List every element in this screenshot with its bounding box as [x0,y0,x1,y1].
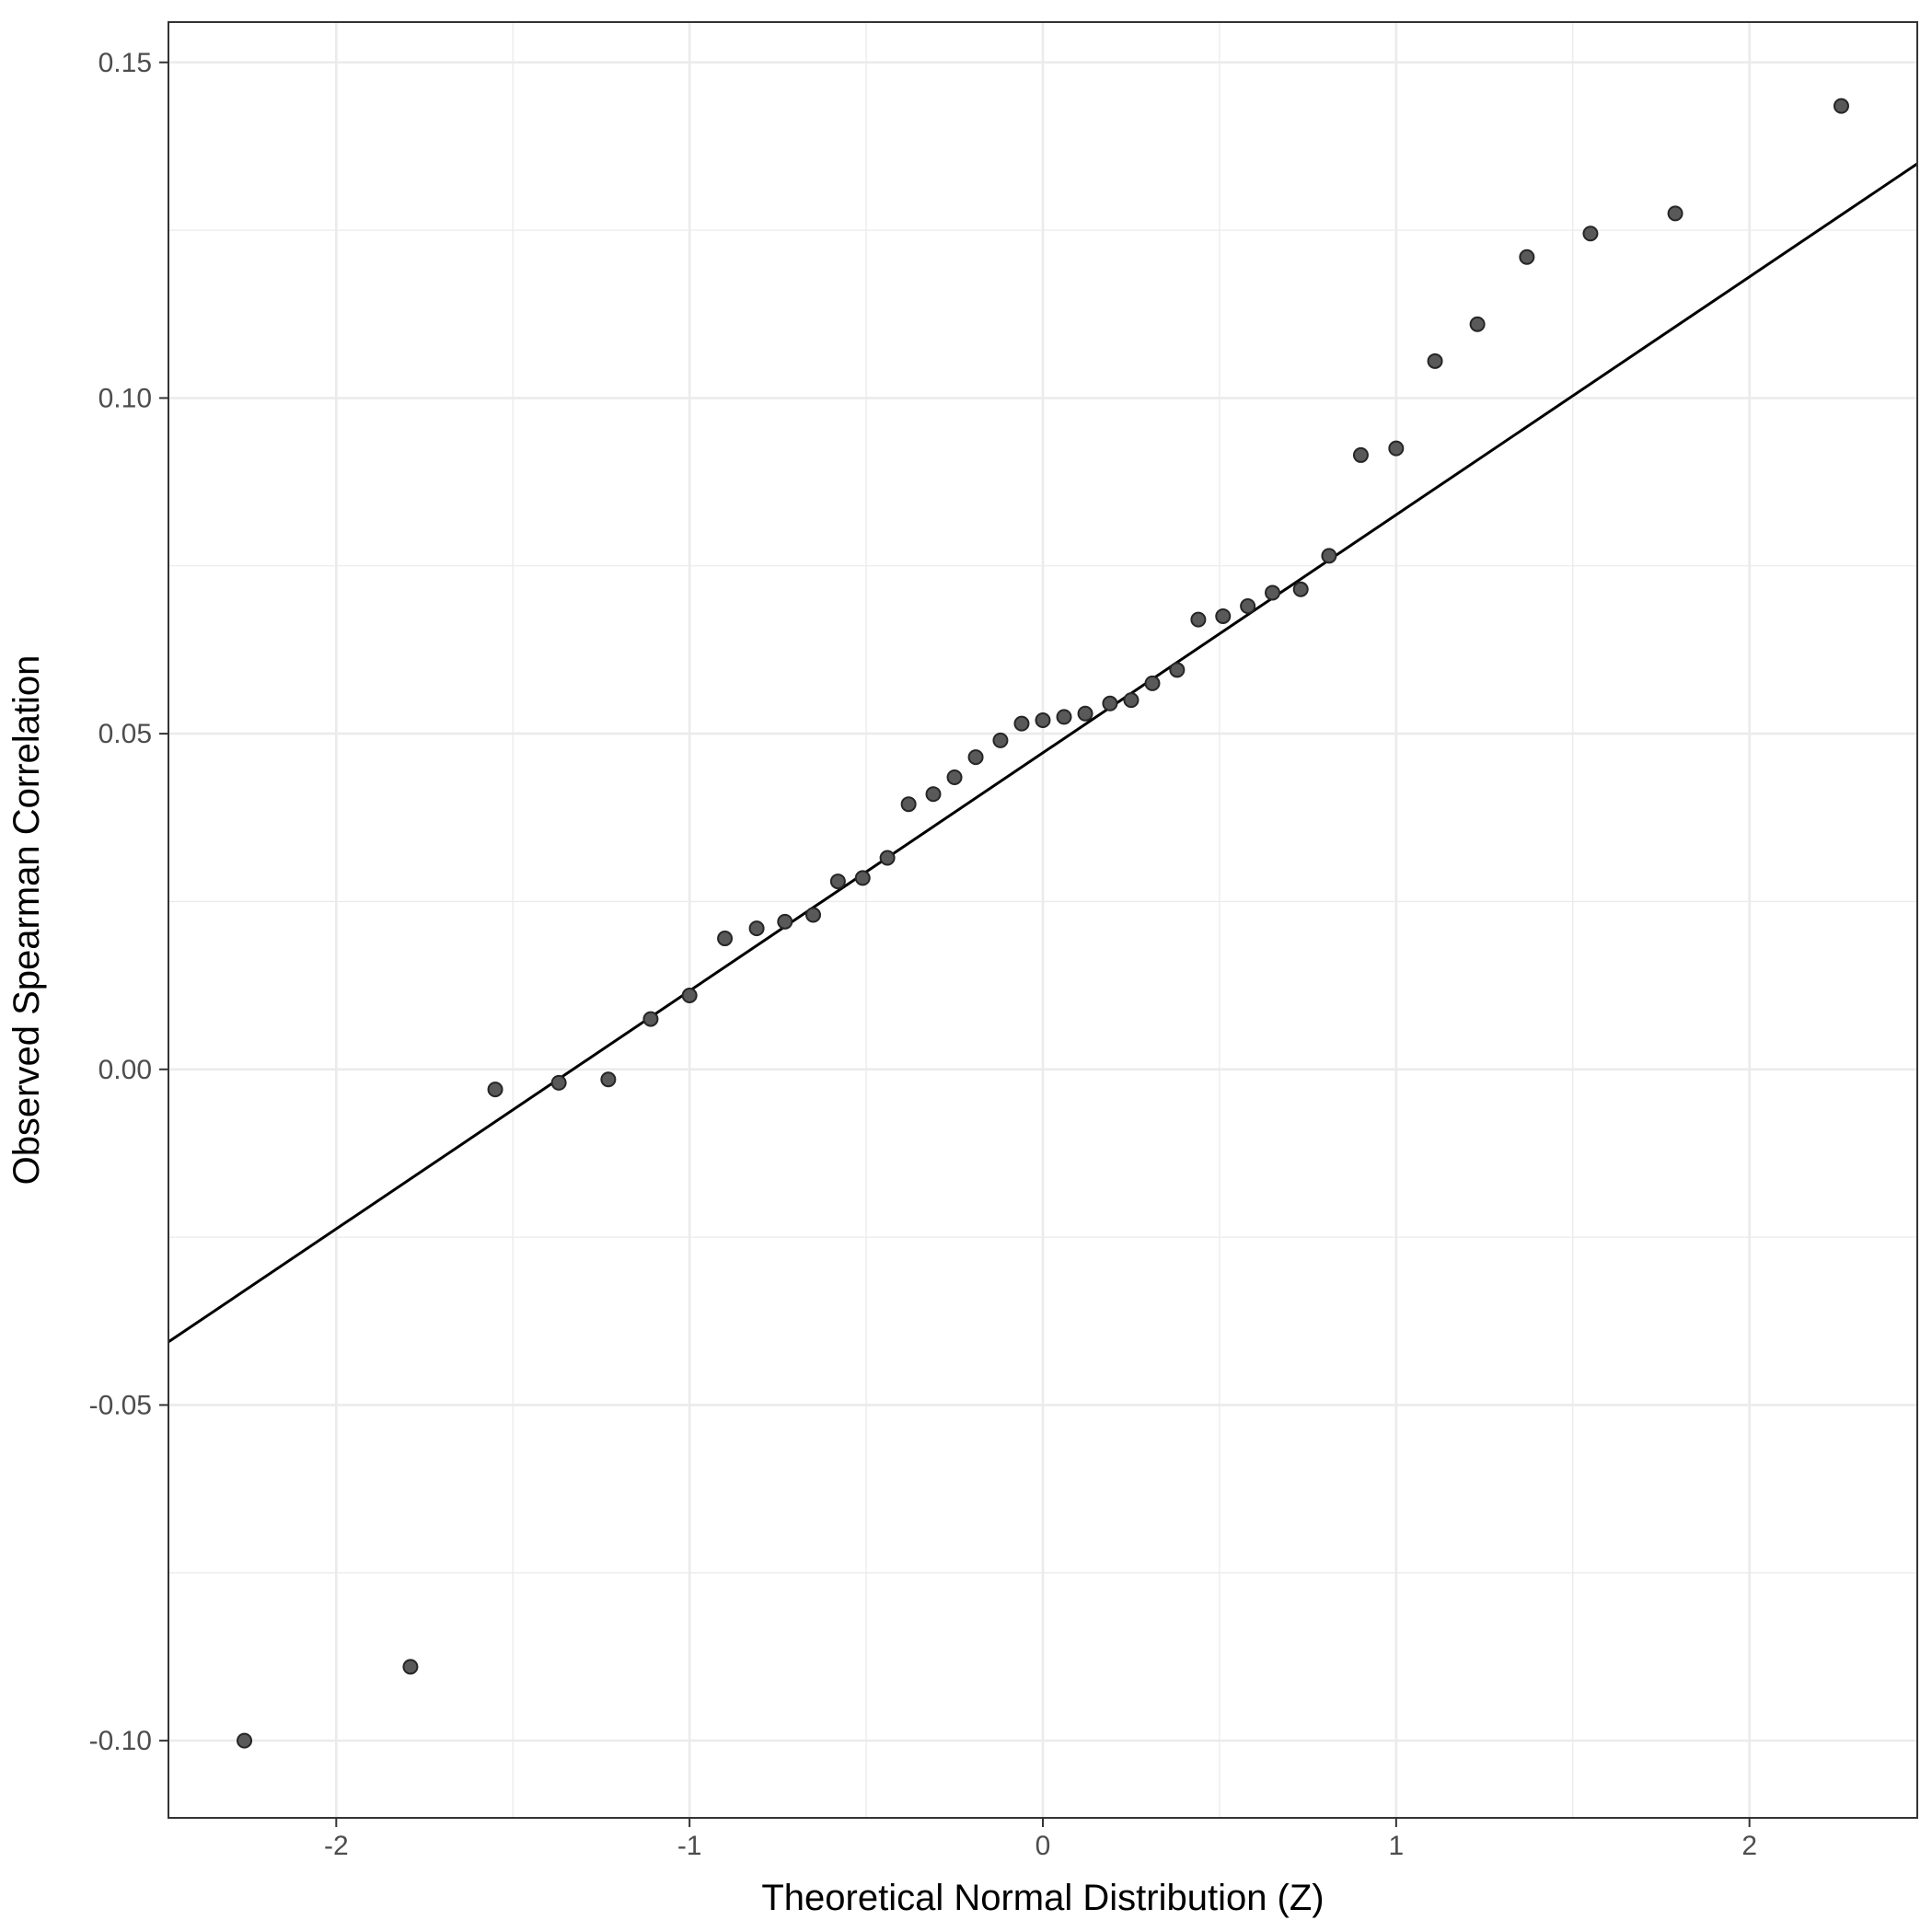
data-point [829,873,846,890]
x-tick-label: 1 [1388,1831,1404,1861]
data-point [1264,584,1280,601]
y-tick-label: 0.10 [98,383,152,413]
data-point [1427,353,1443,369]
y-axis: -0.10 -0.05 0.00 0.05 0.10 0.15 [89,48,168,1756]
data-point [992,732,1009,748]
data-point [900,796,917,813]
y-tick-label: 0.00 [98,1055,152,1085]
data-point [642,1011,659,1027]
data-point [1123,692,1140,709]
x-tick-label: 2 [1741,1831,1757,1861]
x-tick-label: -2 [324,1831,349,1861]
y-tick-label: 0.05 [98,719,152,749]
x-tick-label: 0 [1035,1831,1051,1861]
data-point [748,920,765,937]
data-point [717,931,734,947]
data-point [487,1082,503,1098]
data-point [1667,205,1683,222]
data-point [681,988,698,1004]
data-point [1169,662,1186,678]
data-points [237,98,1849,1749]
data-point [600,1071,617,1088]
data-point [925,786,942,803]
data-point [777,913,793,930]
major-gridlines [168,22,1917,1818]
x-axis-title: Theoretical Normal Distribution (Z) [761,1878,1324,1918]
y-tick-label: 0.15 [98,48,152,78]
data-point [1013,715,1030,732]
data-point [550,1074,567,1091]
data-point [1240,598,1256,615]
reference-line-group [168,162,1918,1344]
data-point [854,870,871,886]
data-point [1056,709,1072,725]
x-axis: -2 -1 0 1 2 [324,1818,1757,1861]
data-point [1469,316,1486,332]
data-point [1215,607,1232,624]
data-point [1102,695,1118,711]
data-point [1292,581,1309,597]
data-point [1144,675,1161,691]
data-point [946,769,963,786]
data-point [1077,705,1093,722]
data-point [1190,611,1207,628]
data-point [1833,98,1849,114]
data-point [1352,446,1369,463]
y-axis-title: Observed Spearman Correlation [6,655,47,1186]
data-point [402,1659,419,1675]
y-tick-label: -0.05 [89,1390,152,1420]
data-point [1321,548,1337,564]
data-point [805,907,822,923]
x-tick-label: -1 [677,1831,702,1861]
data-point [879,850,896,866]
data-point [237,1732,253,1749]
reference-line [168,162,1918,1344]
data-point [1035,712,1051,729]
data-point [1388,440,1405,457]
data-point [1582,226,1599,242]
data-point [967,749,984,766]
data-point [1519,249,1535,265]
y-tick-label: -0.10 [89,1726,152,1756]
